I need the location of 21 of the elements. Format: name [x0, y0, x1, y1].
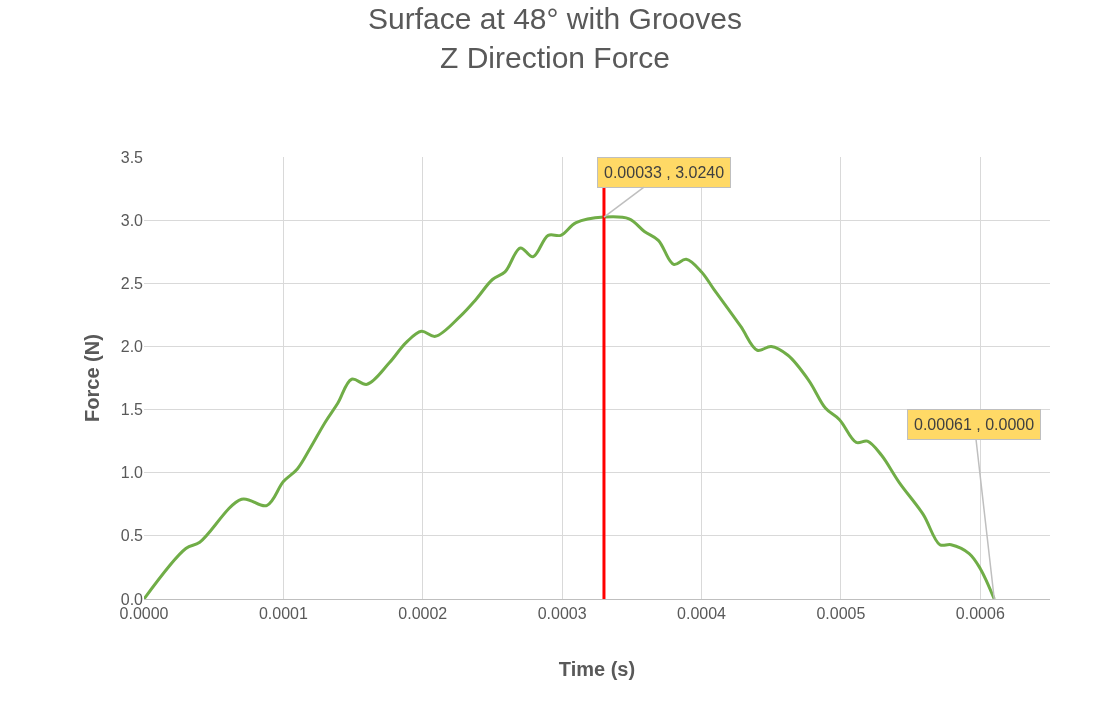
x-tick-label: 0.0006	[955, 605, 1005, 623]
x-tick-label: 0.0000	[119, 605, 169, 623]
y-tick-label: 1.0	[120, 464, 144, 482]
chart-title: Surface at 48° with Grooves	[368, 1, 742, 35]
y-tick-label: 0.0	[120, 590, 144, 608]
annotation: 0.00033 , 3.0240	[604, 164, 725, 181]
y-tick-label: 2.5	[120, 274, 144, 292]
chart-subtitle: Z Direction Force	[439, 40, 671, 74]
annotation: 0.00061 , 0.0000	[914, 416, 1035, 433]
y-tick-label: 0.5	[120, 527, 144, 545]
y-axis-title: Force (N)	[81, 334, 104, 422]
x-tick-label: 0.0001	[258, 605, 308, 623]
y-tick-label: 2.0	[120, 338, 144, 356]
x-tick-label: 0.0003	[537, 605, 587, 623]
y-tick-label: 3.5	[120, 148, 144, 166]
x-tick-label: 0.0004	[677, 605, 727, 623]
y-tick-label: 3.0	[120, 211, 144, 229]
x-axis-title: Time (s)	[558, 657, 636, 680]
x-tick-label: 0.0002	[398, 605, 448, 623]
x-tick-label: 0.0005	[816, 605, 866, 623]
y-tick-label: 1.5	[120, 401, 144, 419]
